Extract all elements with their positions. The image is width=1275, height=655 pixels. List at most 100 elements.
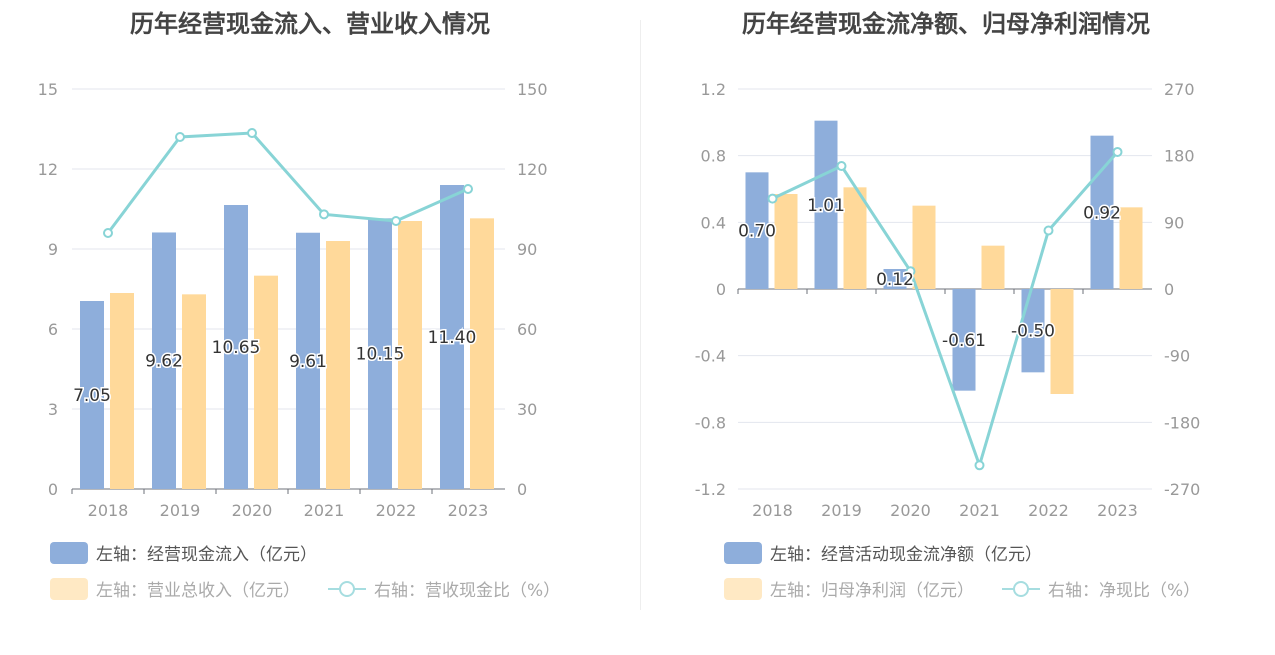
legend-item-bar-1[interactable]: 左轴：经营活动现金流净额（亿元） [724,540,1042,565]
bar-series-2 [981,245,1005,289]
line-point [175,132,185,142]
y-tick-label-right: 90 [517,240,537,259]
line-point [463,184,473,194]
data-label: 9.61 [289,352,327,372]
bar-series-2 [774,194,798,289]
line-series [771,150,1119,471]
bar-series-2 [843,187,867,289]
legend-swatch [724,541,762,564]
bar-series-1 [152,232,176,489]
x-tick-label: 2019 [160,501,201,520]
y-tick-label-right: 60 [517,320,537,339]
legend-swatch [50,541,88,564]
bar-series-1 [883,269,907,289]
y-tick-label-left: 15 [38,80,58,99]
y-tick-label-left: 0.4 [701,213,726,232]
bar-series-2 [398,221,422,489]
legend-line-icon [1002,578,1040,600]
y-tick-label-left: 0.8 [701,147,726,166]
legend-line-icon [328,578,366,600]
x-tick-label: 2022 [1028,501,1069,520]
y-tick-label-left: 9 [48,240,58,259]
line-series [106,131,469,234]
data-label: 10.65 [212,338,261,358]
bar-series-2 [110,293,134,489]
x-tick-label: 2020 [890,501,931,520]
bar-series-1 [952,289,976,391]
y-tick-label-right: 120 [517,160,548,179]
x-tick-label: 2021 [304,501,345,520]
data-label: 0.70 [738,222,776,242]
y-tick-label-right: 0 [1164,280,1174,299]
chart-title: 历年经营现金流入、营业收入情况 [130,10,490,38]
x-tick-label: 2023 [448,501,489,520]
data-label: 0.12 [876,270,914,290]
legend-item-line[interactable]: 右轴：净现比（%） [1002,576,1200,601]
x-tick-label: 2018 [752,501,793,520]
bar-series-1 [296,232,320,489]
data-label: 11.40 [428,328,477,348]
bar-series-1 [224,205,248,489]
line-point [767,193,778,204]
y-tick-label-right: 150 [517,80,548,99]
bar-series-1 [814,120,838,290]
legend-swatch [50,577,88,600]
x-tick-label: 2020 [232,501,273,520]
bar-series-2 [470,218,494,490]
bar-series-2 [326,241,350,489]
data-label: 9.62 [145,352,183,372]
bar-series-2 [912,205,936,289]
data-label: 0.92 [1083,203,1121,223]
legend-swatch [724,577,762,600]
y-tick-label-right: -180 [1164,413,1200,432]
legend-item-bar-2[interactable]: 左轴：营业总收入（亿元） [50,576,300,601]
y-tick-label-left: -0.4 [695,347,726,366]
panel-divider [640,20,641,610]
bar-series-1 [1021,289,1045,373]
legend-label: 右轴：净现比（%） [1048,581,1201,601]
bar-series-2 [1050,289,1074,394]
y-tick-label-right: -270 [1164,480,1200,499]
data-label: -0.61 [942,331,986,351]
line-point [247,128,257,138]
legend-label: 左轴：经营现金流入（亿元） [96,545,317,565]
line-point [391,216,401,226]
legend-label: 左轴：经营活动现金流净额（亿元） [770,545,1042,565]
data-label: 1.01 [807,196,845,216]
legend-item-bar-1[interactable]: 左轴：经营现金流入（亿元） [50,540,317,565]
y-tick-label-right: 180 [1164,147,1195,166]
chart-panel-netcash-profit: 历年经营现金流净额、归母净利润情况 -1.2 -0.8 -0.4 0 0.4 0.8 1.2… [638,0,1275,655]
line-point [319,209,329,220]
x-tick-label: 2022 [376,501,417,520]
data-label: -0.50 [1011,322,1055,342]
legend-label: 左轴：营业总收入（亿元） [96,581,300,601]
line-point [905,266,916,277]
y-tick-label-right: 270 [1164,80,1195,99]
line-point [1112,146,1123,157]
bar-series-1 [368,218,392,490]
bar-series-2 [254,275,278,489]
legend-label: 右轴：营收现金比（%） [374,581,561,601]
legend-label: 左轴：归母净利润（亿元） [770,581,974,601]
y-tick-label-right: 0 [517,480,527,499]
legend-item-bar-2[interactable]: 左轴：归母净利润（亿元） [724,576,974,601]
y-tick-label-right: 30 [517,400,537,419]
line-point [974,460,985,471]
bar-series-2 [182,294,206,489]
y-tick-label-left: 1.2 [701,80,726,99]
y-tick-label-left: 0 [716,280,726,299]
line-point [103,228,113,238]
x-tick-label: 2023 [1097,501,1138,520]
y-tick-label-right: -90 [1164,347,1190,366]
bar-series-2 [1119,207,1143,289]
chart-panel-cashflow-revenue: 历年经营现金流入、营业收入情况 0 3 6 9 12 15 0 30 60 90 120 150 201… [0,0,637,655]
y-tick-label-left: -1.2 [695,480,726,499]
x-tick-label: 2018 [88,501,129,520]
y-tick-label-left: 12 [38,160,58,179]
legend-item-line[interactable]: 右轴：营收现金比（%） [328,576,560,601]
chart-plot: -1.2 -0.8 -0.4 0 0.4 0.8 1.2 -270 -180 -90 0 90 180 2… [695,80,1201,520]
bar-series-1 [80,301,104,489]
x-tick-label: 2019 [821,501,862,520]
y-tick-label-left: 6 [48,320,58,339]
y-tick-label-right: 90 [1164,213,1184,232]
